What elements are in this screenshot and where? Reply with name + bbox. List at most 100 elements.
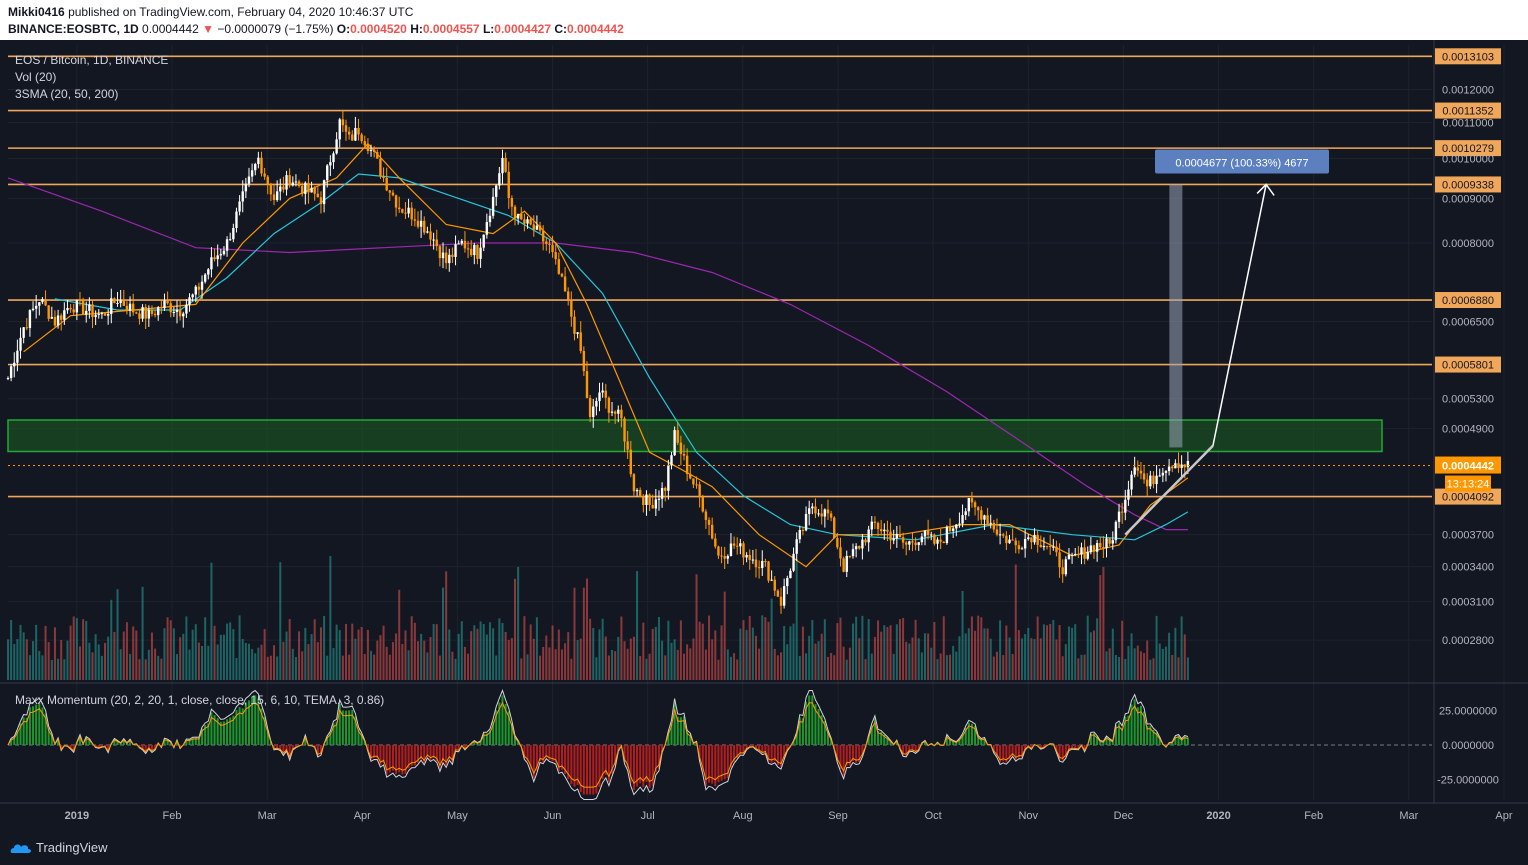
candle-body — [357, 127, 360, 135]
momentum-bar — [673, 702, 676, 745]
candle-body — [1048, 546, 1052, 548]
volume-bar — [391, 642, 394, 680]
volume-bar — [66, 640, 69, 680]
volume-bar — [898, 619, 901, 680]
volume-bar — [504, 631, 507, 680]
volume-bar — [545, 635, 548, 680]
volume-bar — [379, 635, 382, 680]
momentum-bar — [432, 745, 435, 759]
volume-bar — [485, 634, 488, 680]
momentum-bar — [726, 745, 729, 779]
support-zone-rect — [7, 419, 1383, 453]
candle-body — [178, 309, 182, 317]
momentum-bar — [614, 745, 617, 766]
momentum-bar — [855, 745, 858, 763]
momentum-bar — [388, 745, 391, 773]
momentum-bar — [263, 717, 266, 745]
candle-body — [998, 534, 1002, 536]
volume-bar — [598, 629, 601, 680]
volume-bar — [514, 578, 517, 680]
volume-bar — [285, 631, 288, 680]
candle-body — [257, 157, 260, 165]
candle-body — [160, 307, 163, 309]
momentum-bar — [670, 722, 673, 745]
legend-momentum[interactable]: Maxx Momentum (20, 2, 20, 1, close, clos… — [15, 693, 384, 707]
momentum-bar — [792, 741, 795, 745]
candle-body — [535, 225, 539, 230]
candle-body — [247, 176, 251, 184]
legend-sma[interactable]: 3SMA (20, 50, 200) — [15, 87, 118, 101]
candle-body — [970, 498, 974, 503]
level-label: 0.0006880 — [1442, 295, 1494, 307]
momentum-bar — [138, 745, 141, 748]
volume-bar — [614, 651, 617, 680]
momentum-bar — [1168, 742, 1171, 745]
momentum-bar — [88, 739, 91, 745]
momentum-bar — [35, 704, 38, 745]
candle-body — [1149, 475, 1152, 487]
candle-body — [579, 332, 582, 351]
volume-bar — [582, 587, 585, 680]
volume-bar — [526, 654, 529, 680]
volume-bar — [576, 640, 579, 680]
candle-body — [595, 401, 598, 407]
candle-body — [526, 219, 529, 224]
author-name[interactable]: Mikki0416 — [8, 5, 65, 19]
momentum-bar — [711, 745, 714, 784]
legend-volume[interactable]: Vol (20) — [15, 70, 56, 84]
candle-body — [1111, 540, 1114, 544]
candle-body — [898, 533, 902, 538]
momentum-bar — [607, 745, 610, 782]
candle-body — [507, 171, 510, 198]
momentum-bar — [407, 745, 410, 769]
price-chart[interactable]: 0.00131030.00113520.00102790.00093380.00… — [0, 40, 1528, 830]
candle-body — [379, 158, 382, 177]
momentum-bar — [923, 740, 926, 745]
momentum-bar — [708, 745, 711, 783]
candle-body — [394, 195, 398, 208]
volume-bar — [301, 651, 304, 680]
volume-bar — [1036, 616, 1039, 680]
candle-body — [488, 215, 492, 223]
momentum-bar — [319, 745, 322, 755]
candle-body — [1005, 535, 1008, 544]
candle-body — [736, 545, 739, 547]
horizontal-levels[interactable]: 0.0013103 0.0011352 0.0010279 0.0009338 0.00… — [8, 48, 1501, 505]
candle-body — [704, 511, 708, 520]
volume-bar — [1164, 646, 1167, 680]
momentum-bar — [723, 745, 726, 780]
momentum-tick-label: 25.0000000 — [1439, 706, 1497, 718]
candle-body — [1180, 464, 1183, 468]
momentum-bar — [795, 733, 798, 745]
volume-bar — [1183, 634, 1186, 680]
volume-bar — [257, 647, 260, 680]
price-tick-label: 0.0003700 — [1442, 530, 1494, 542]
tradingview-logo[interactable]: TradingView — [10, 840, 108, 855]
candle-body — [976, 507, 980, 511]
candle-body — [782, 586, 786, 606]
volume-bar — [664, 655, 667, 680]
candle-body — [629, 449, 633, 475]
candle-body — [432, 239, 435, 241]
momentum-bar — [338, 704, 341, 745]
volume-bar — [176, 654, 179, 680]
candle-body — [660, 487, 664, 499]
legend-title[interactable]: EOS / Bitcoin, 1D, BINANCE — [15, 53, 168, 67]
momentum-bar — [150, 745, 153, 752]
candle-body — [1136, 467, 1140, 471]
momentum-bar — [166, 739, 169, 745]
momentum-bar — [877, 730, 880, 745]
momentum-bar — [251, 697, 254, 745]
volume-bar — [754, 635, 757, 680]
momentum-bar — [357, 728, 360, 745]
momentum-bar — [488, 730, 491, 745]
momentum-bar — [1143, 711, 1146, 745]
drawings[interactable]: 0.0004442 13:13:24 0.0004677 (100.33%) 467… — [8, 149, 1501, 536]
volume-bar — [276, 656, 279, 680]
price-tick-label: 0.0003400 — [1442, 562, 1494, 574]
volume-bar — [138, 659, 141, 680]
volume-bar — [482, 624, 485, 680]
candle-body — [44, 299, 47, 306]
volume-bar — [695, 574, 698, 680]
candle-body — [930, 534, 933, 536]
